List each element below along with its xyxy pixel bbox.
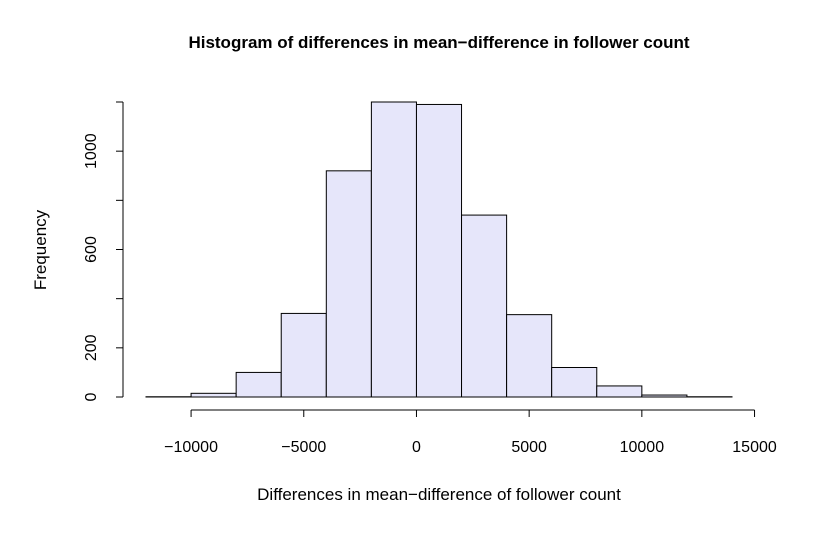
histogram-bar <box>461 214 508 398</box>
histogram-bar <box>551 367 598 398</box>
y-tick-label: 0 <box>83 392 100 401</box>
y-tick-label: 600 <box>83 236 100 263</box>
x-tick-label: 0 <box>412 439 421 456</box>
histogram-bar <box>190 392 237 398</box>
bars-group <box>145 101 733 398</box>
y-axis-label: Frequency <box>31 209 50 290</box>
x-tick-label: 15000 <box>732 439 777 456</box>
x-axis-label: Differences in mean−difference of follow… <box>257 485 621 504</box>
x-tick-label: 5000 <box>511 439 547 456</box>
histogram-bar <box>641 394 688 398</box>
histogram-bar <box>596 385 643 398</box>
histogram-bar <box>506 314 553 398</box>
histogram-bar <box>235 371 282 398</box>
x-tick-label: −10000 <box>164 439 218 456</box>
x-tick-label: 10000 <box>620 439 665 456</box>
histogram-bar <box>325 170 372 398</box>
chart-title: Histogram of differences in mean−differe… <box>188 33 689 52</box>
y-tick-label: 200 <box>83 334 100 361</box>
histogram-bar <box>370 101 417 398</box>
y-axis: 0 200 600 1000 <box>83 101 124 401</box>
x-tick-label: −5000 <box>281 439 326 456</box>
y-tick-label: 1000 <box>83 133 100 169</box>
x-axis: −10000 −5000 0 5000 10000 15000 <box>164 409 777 456</box>
histogram-bar <box>415 103 463 398</box>
histogram-bar <box>280 312 327 398</box>
